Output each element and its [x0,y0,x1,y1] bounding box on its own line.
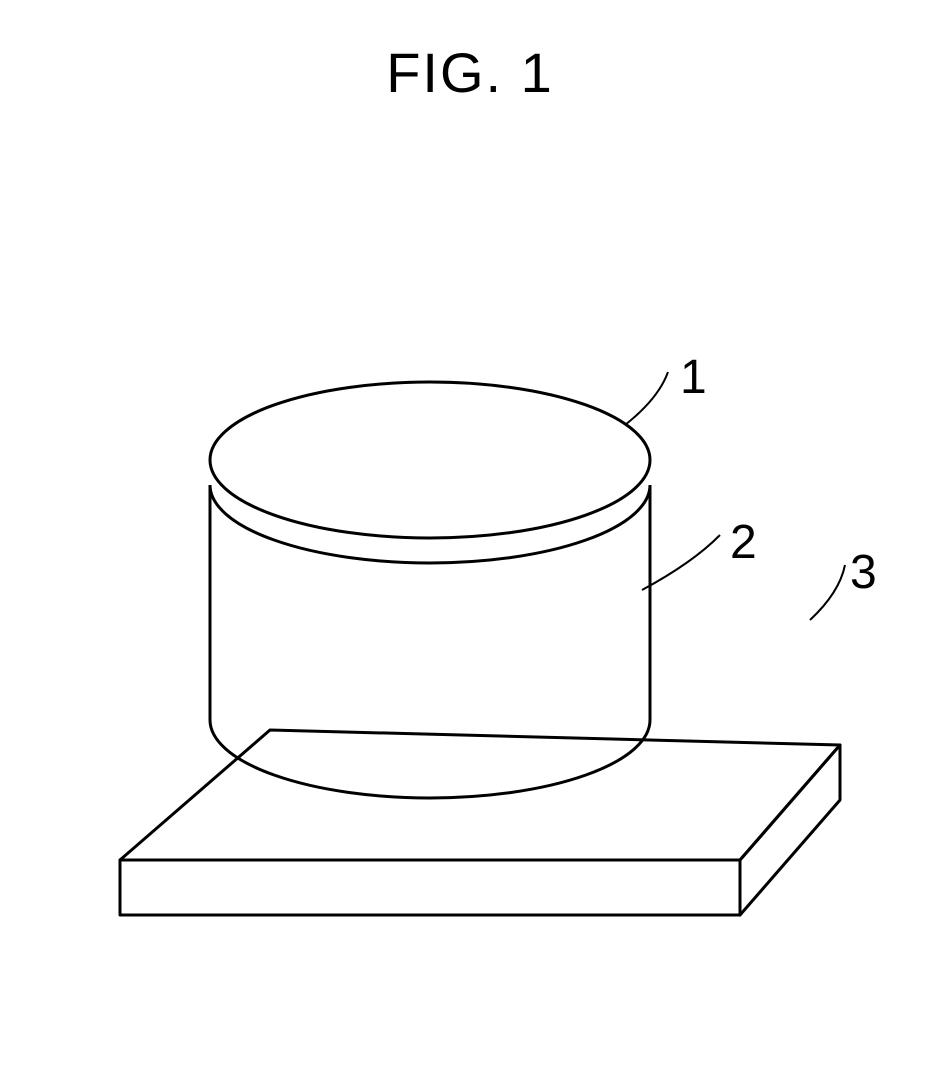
technical-drawing-svg [70,310,870,1030]
drawing-container: 1 2 3 [70,310,870,1030]
page: FIG. 1 1 2 3 [0,0,940,1089]
callout-label-2: 2 [730,515,757,570]
callout-label-3: 3 [850,545,877,600]
callout-label-1: 1 [680,350,707,405]
figure-title: FIG. 1 [0,40,940,105]
